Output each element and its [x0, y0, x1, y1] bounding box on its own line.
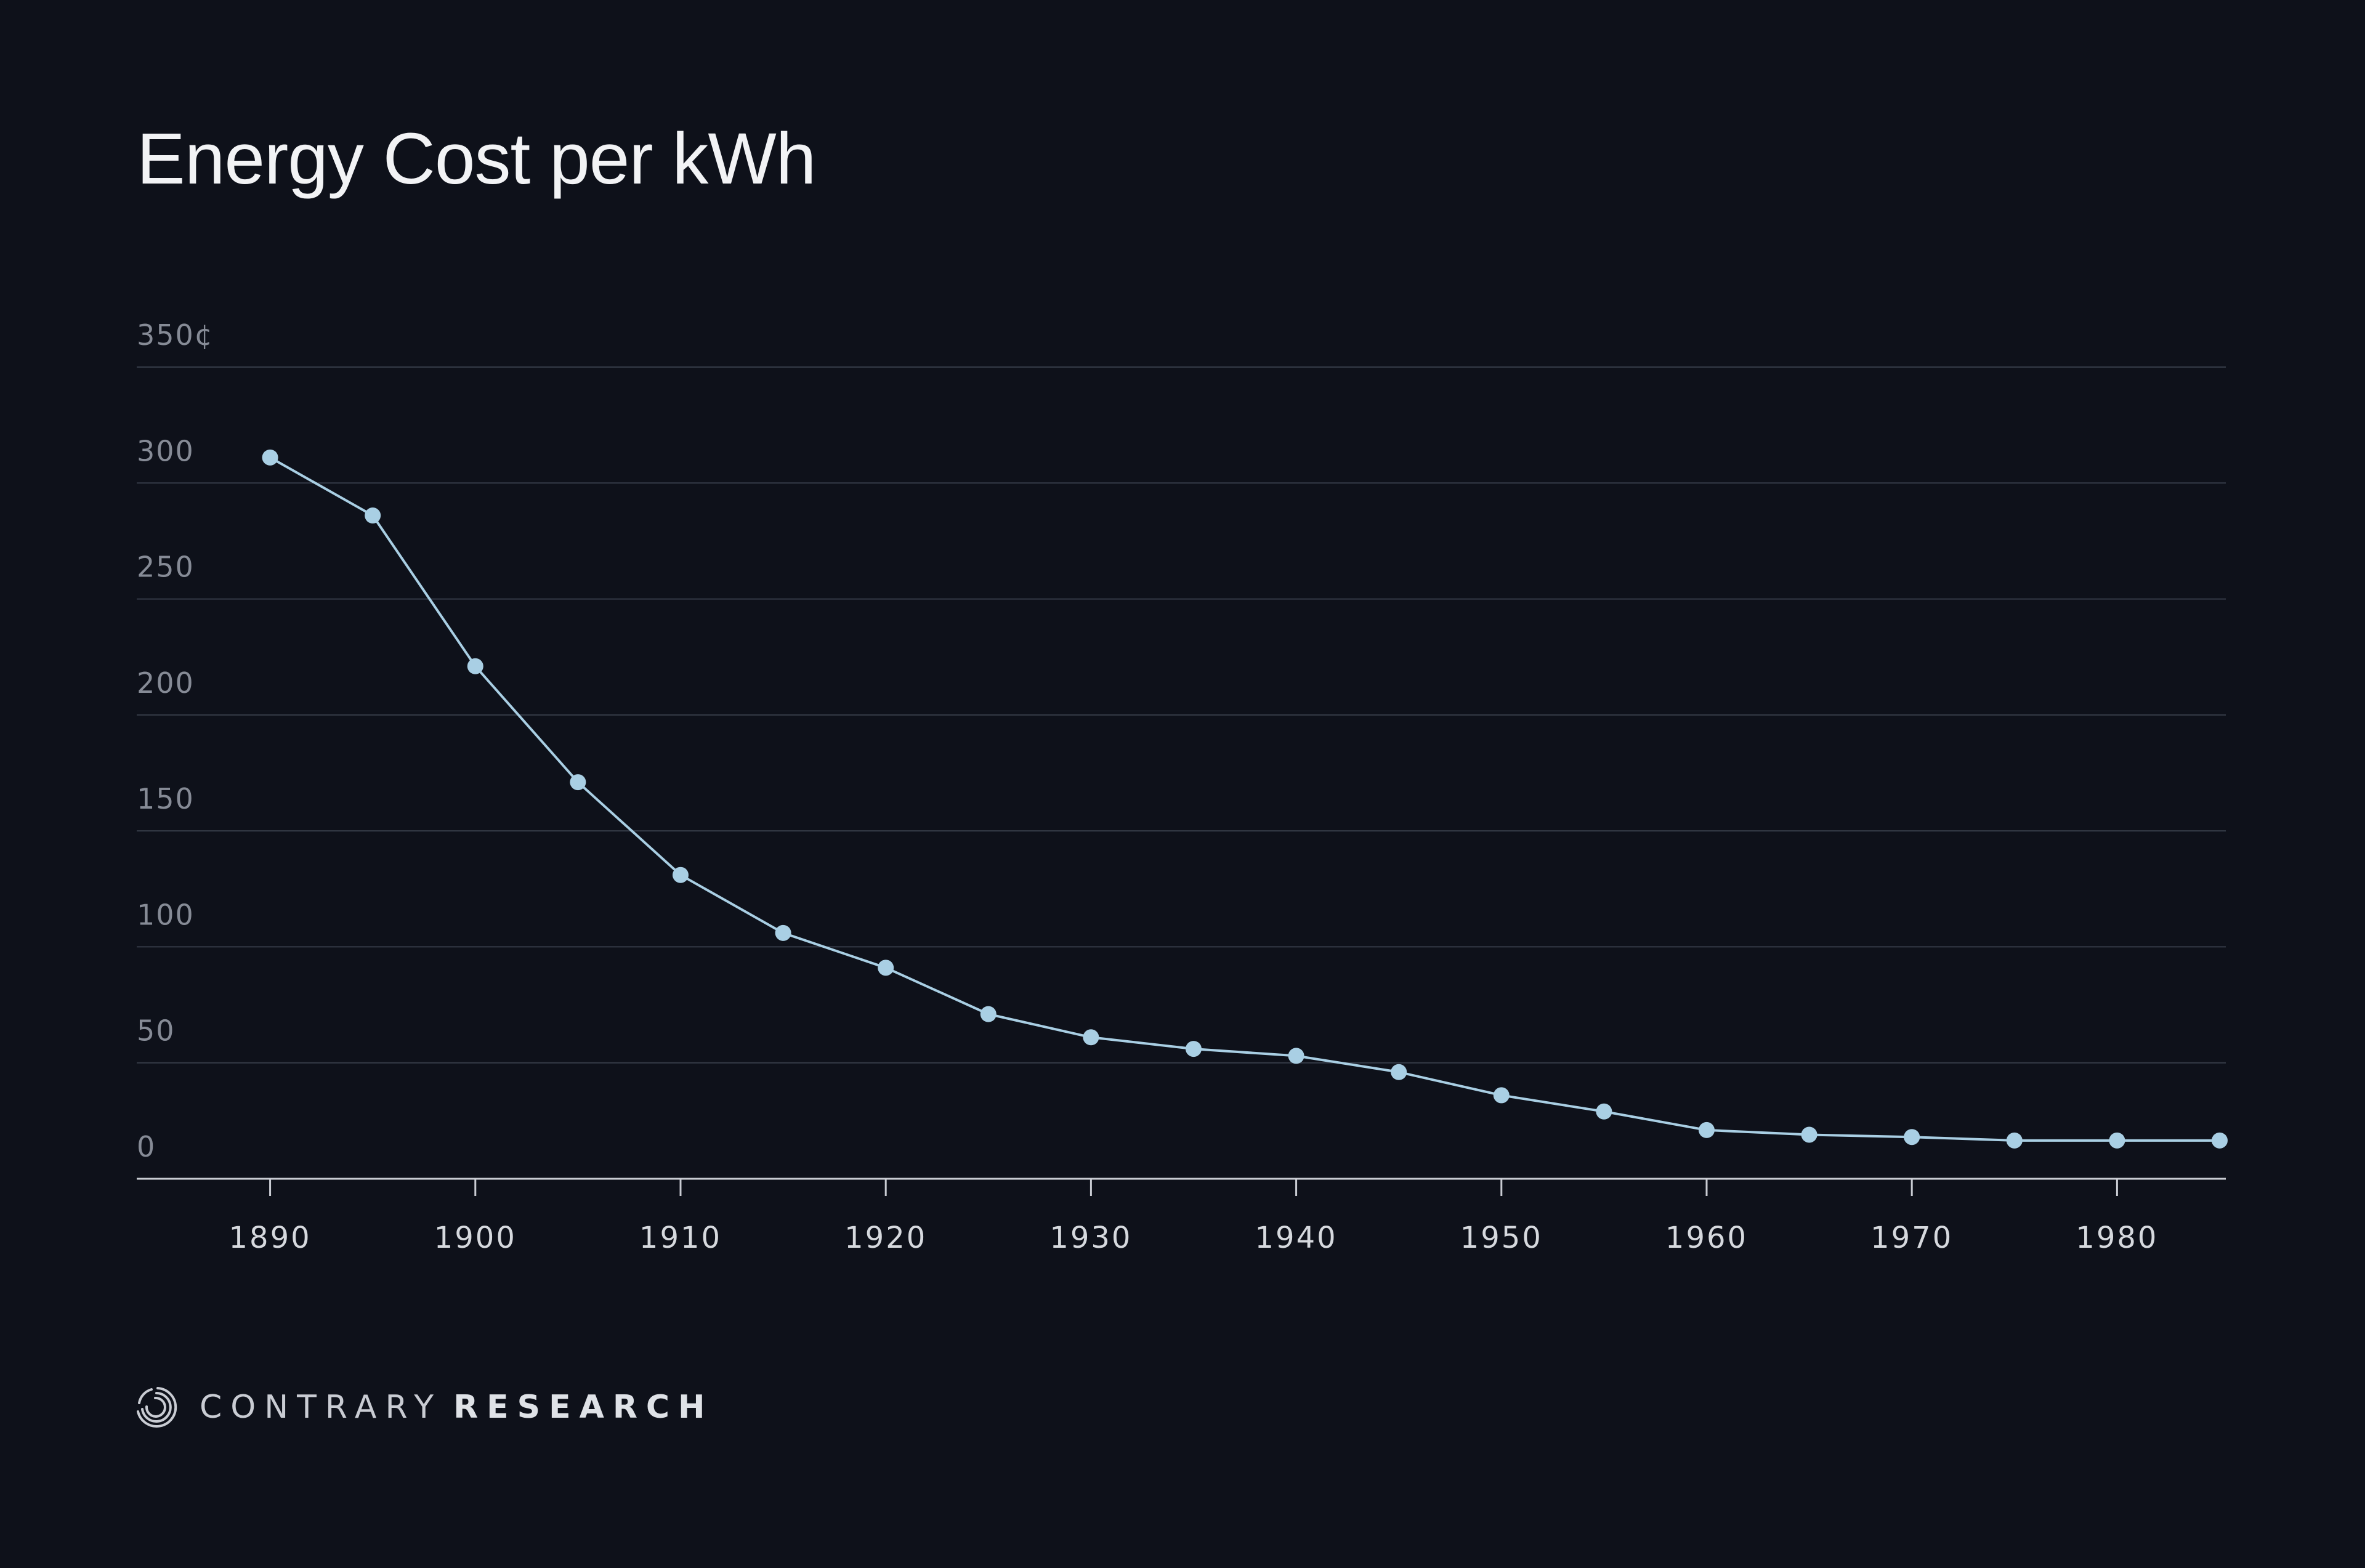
data-point — [1698, 1121, 1715, 1138]
y-tick-label: 150 — [137, 782, 195, 815]
x-tick-label: 1960 — [1665, 1221, 1748, 1255]
x-tick-label: 1980 — [2076, 1221, 2158, 1255]
x-tick-label: 1950 — [1460, 1221, 1543, 1255]
data-point — [672, 867, 689, 883]
data-point — [1391, 1064, 1407, 1080]
data-point — [570, 774, 586, 791]
data-point — [262, 449, 278, 466]
y-axis-ticks: 0 50 100 150 200 250 300 350¢ — [137, 318, 214, 1163]
data-point — [1801, 1126, 1817, 1143]
series-line — [269, 456, 2221, 1142]
data-point — [980, 1006, 997, 1022]
data-point — [1083, 1029, 1099, 1046]
data-point — [2212, 1132, 2228, 1149]
y-tick-label: 0 — [137, 1130, 156, 1163]
data-point — [1904, 1129, 1920, 1146]
x-tick-label: 1930 — [1049, 1221, 1132, 1255]
data-point — [467, 658, 483, 674]
y-tick-label: 50 — [137, 1014, 176, 1048]
y-tick-label: 300 — [137, 434, 195, 467]
x-tick-label: 1900 — [434, 1221, 517, 1255]
data-point — [1596, 1103, 1612, 1120]
data-point — [878, 960, 894, 976]
data-point — [1493, 1087, 1510, 1104]
y-tick-label: 100 — [137, 898, 195, 931]
x-tick-label: 1940 — [1255, 1221, 1338, 1255]
x-axis-ticks: 1890 1900 1910 1920 1930 1940 1950 1960 1970 1980 — [229, 1179, 2158, 1255]
brand-name: CONTRARY RESEARCH — [200, 1389, 714, 1426]
data-point — [2006, 1132, 2023, 1149]
y-tick-label: 250 — [137, 551, 195, 584]
brand-name-light: CONTRARY — [200, 1389, 443, 1426]
gridlines — [137, 366, 2226, 1064]
data-point — [2109, 1132, 2125, 1149]
data-point — [365, 507, 381, 524]
brand-footer: CONTRARY RESEARCH — [133, 1380, 714, 1435]
data-point — [1185, 1041, 1202, 1057]
data-point — [775, 924, 791, 941]
contrary-logo-icon — [137, 1387, 177, 1428]
chart-title: Energy Cost per kWh — [137, 118, 816, 200]
brand-name-bold: RESEARCH — [453, 1389, 714, 1426]
y-tick-label: 200 — [137, 666, 195, 700]
data-point — [1288, 1048, 1304, 1064]
x-tick-label: 1920 — [844, 1221, 927, 1255]
x-tick-label: 1970 — [1870, 1221, 1953, 1255]
x-tick-label: 1910 — [639, 1221, 722, 1255]
series — [262, 449, 2228, 1149]
y-tick-label: 350¢ — [137, 318, 214, 352]
x-tick-label: 1890 — [229, 1221, 312, 1255]
